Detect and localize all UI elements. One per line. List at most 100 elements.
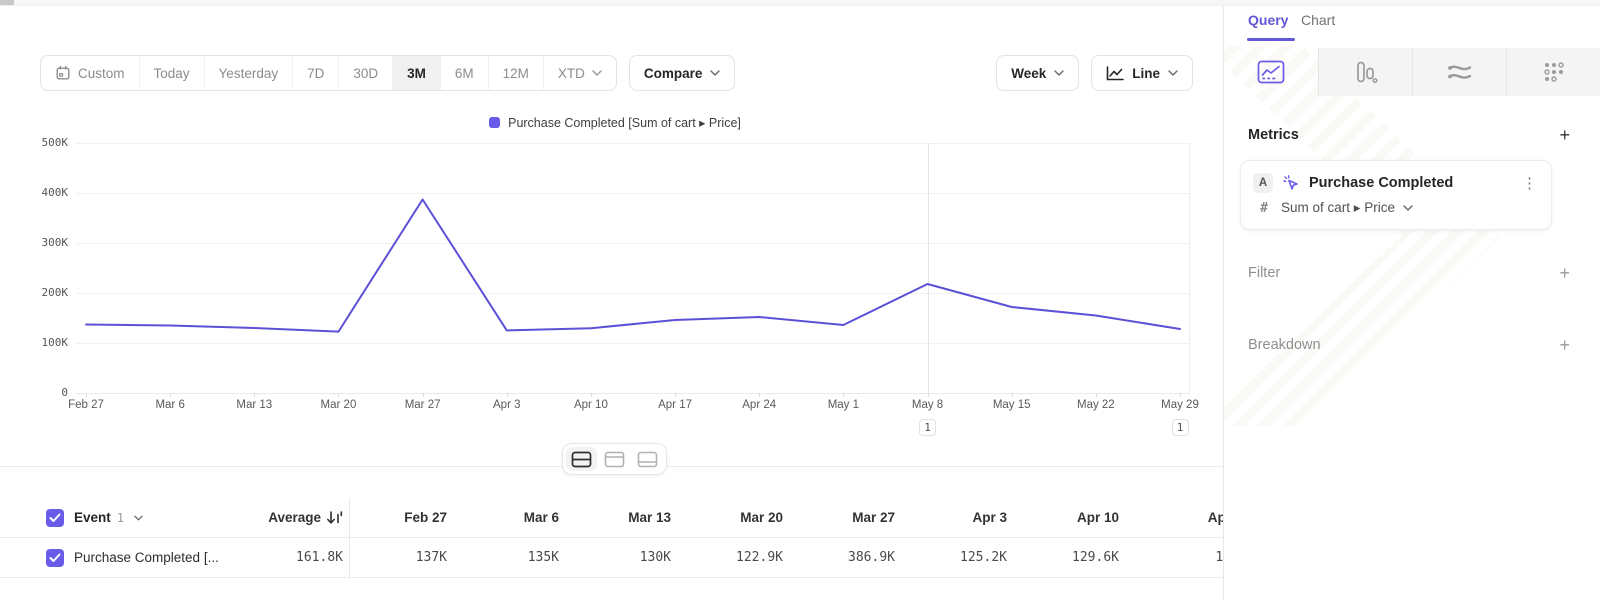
annotation-badge[interactable]: 1 xyxy=(919,419,937,436)
date-column-header[interactable]: Apr 10 xyxy=(1076,510,1119,525)
series-line[interactable] xyxy=(76,143,1190,393)
row-checkbox[interactable] xyxy=(46,548,64,567)
chart-type-label: Line xyxy=(1132,65,1160,81)
metric-card[interactable]: A Purchase Completed ⋮ # Sum of cart ▸ P… xyxy=(1240,160,1552,230)
date-column-header[interactable]: Mar 20 xyxy=(740,510,783,525)
add-breakdown-button[interactable]: + xyxy=(1559,335,1570,355)
frozen-column-divider xyxy=(349,498,350,579)
y-axis-tick-label: 200K xyxy=(41,286,69,299)
range-yesterday[interactable]: Yesterday xyxy=(203,56,293,90)
range-7d[interactable]: 7D xyxy=(292,56,338,90)
metric-menu-icon[interactable]: ⋮ xyxy=(1522,175,1537,192)
top-edge-strip xyxy=(0,0,1600,6)
chart-gridline xyxy=(76,143,1190,144)
report-toolbar: Custom Today Yesterday 7D 30D 3M 6M 12M XTD Comp… xyxy=(40,55,1193,91)
annotation-badge[interactable]: 1 xyxy=(1171,419,1189,436)
range-label: Custom xyxy=(78,65,125,81)
y-axis-tick-label: 100K xyxy=(41,336,69,349)
chevron-down-icon xyxy=(710,70,721,76)
report-main-panel: Custom Today Yesterday 7D 30D 3M 6M 12M XTD Comp… xyxy=(0,6,1224,600)
event-count: 1 xyxy=(116,510,124,525)
chart-only-view-button[interactable] xyxy=(599,447,630,471)
x-axis-tick xyxy=(759,393,761,397)
range-12m[interactable]: 12M xyxy=(487,56,543,90)
range-label: Yesterday xyxy=(218,65,279,81)
date-column-header[interactable]: Mar 6 xyxy=(523,510,559,525)
range-xtd[interactable]: XTD xyxy=(542,56,616,90)
compare-button[interactable]: Compare xyxy=(628,55,736,91)
date-column-header[interactable]: Mar 13 xyxy=(628,510,671,525)
cell-value: 386.9K xyxy=(848,550,895,565)
query-builder-sidebar: Query Chart Metrics + A xyxy=(1224,6,1600,600)
x-axis-tick xyxy=(86,393,87,397)
top-edge-progress xyxy=(0,0,14,5)
tab-chart[interactable]: Chart xyxy=(1301,12,1336,28)
tab-query[interactable]: Query xyxy=(1248,12,1289,28)
flow-chart-icon[interactable] xyxy=(1412,48,1506,96)
chart-gridline xyxy=(76,193,1190,194)
x-axis-tick xyxy=(170,393,172,397)
x-axis-tick-label: Feb 27 xyxy=(68,399,104,411)
date-column-header[interactable]: Apr 3 xyxy=(972,510,1007,525)
range-label: 30D xyxy=(353,65,379,81)
event-pointer-icon xyxy=(1282,174,1300,192)
bar-chart-icon[interactable] xyxy=(1318,48,1412,96)
cell-value: 125.2K xyxy=(960,550,1007,565)
active-tab-underline xyxy=(1247,38,1295,41)
date-column-header[interactable]: Mar 27 xyxy=(852,510,895,525)
range-custom[interactable]: Custom xyxy=(41,56,139,90)
x-axis-tick xyxy=(590,393,592,397)
add-filter-button[interactable]: + xyxy=(1559,263,1570,283)
cell-value: 135K xyxy=(527,550,559,565)
x-axis-tick-label: May 15 xyxy=(992,399,1031,411)
chart-gridline xyxy=(76,293,1190,294)
x-axis-tick-label: May 1 xyxy=(827,399,860,411)
x-axis-tick-label: Apr 24 xyxy=(742,399,777,411)
chart-type-button[interactable]: Line xyxy=(1091,55,1193,91)
x-axis-tick-label: Apr 3 xyxy=(493,399,521,411)
series-row-label: Purchase Completed [... xyxy=(74,550,219,565)
chevron-down-icon[interactable] xyxy=(134,515,143,521)
compare-label: Compare xyxy=(643,65,703,81)
table-header-row: Event 1 Average Feb 27 Mar 6 Mar 13 Mar 20 M… xyxy=(0,498,1223,538)
event-column-header[interactable]: Event xyxy=(74,510,111,525)
x-axis-tick xyxy=(254,393,256,397)
watermark-pattern xyxy=(1224,46,1501,426)
chevron-down-icon xyxy=(1168,70,1178,76)
filter-heading: Filter xyxy=(1248,265,1281,281)
dot-grid-icon[interactable] xyxy=(1506,48,1600,96)
range-3m[interactable]: 3M xyxy=(392,56,440,90)
range-label: Today xyxy=(153,65,190,81)
aggregation-selector[interactable]: # Sum of cart ▸ Price xyxy=(1241,193,1551,216)
view-toggle xyxy=(562,443,667,475)
range-30d[interactable]: 30D xyxy=(338,56,392,90)
range-label: 3M xyxy=(407,65,426,81)
range-6m[interactable]: 6M xyxy=(439,56,488,90)
cell-value: 122.9K xyxy=(736,550,783,565)
date-range-selector: Custom Today Yesterday 7D 30D 3M 6M 12M XTD xyxy=(40,55,617,91)
average-column-header[interactable]: Average xyxy=(268,510,321,525)
range-today[interactable]: Today xyxy=(138,56,204,90)
aggregation-label: Sum of cart ▸ Price xyxy=(1281,200,1396,215)
line-chart: 0 100K 200K 300K 400K 500K Feb 27 Mar 6 Mar 13 Ma… xyxy=(0,6,1223,600)
sort-icon[interactable] xyxy=(326,510,343,525)
date-column-header[interactable]: Feb 27 xyxy=(404,510,447,525)
number-type-icon: # xyxy=(1260,200,1268,216)
annotation-line xyxy=(927,143,929,393)
chevron-down-icon xyxy=(1403,205,1413,211)
cell-value: 137K xyxy=(415,550,447,565)
split-view-button[interactable] xyxy=(566,447,597,471)
select-all-checkbox[interactable] xyxy=(46,508,64,527)
add-metric-button[interactable]: + xyxy=(1559,125,1570,145)
table-row: Purchase Completed [... 161.8K 137K 135K 1… xyxy=(0,538,1224,578)
line-chart-icon[interactable] xyxy=(1224,48,1318,96)
breakdown-section-header: Breakdown + xyxy=(1248,336,1570,354)
line-chart-icon xyxy=(1106,65,1125,81)
x-axis-tick xyxy=(675,393,677,397)
series-color-swatch xyxy=(489,117,501,128)
cell-value: 14 xyxy=(1215,550,1224,565)
date-column-header[interactable]: Apr xyxy=(1207,510,1223,525)
granularity-button[interactable]: Week xyxy=(996,55,1080,91)
table-only-view-button[interactable] xyxy=(632,447,663,471)
